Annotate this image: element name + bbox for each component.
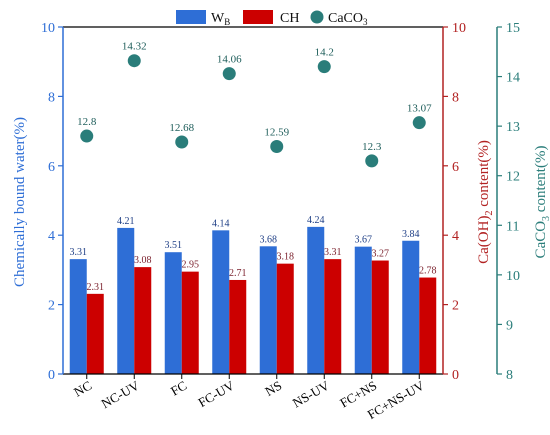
y-axis-right1-title-pre: Ca(OH)	[476, 216, 492, 264]
y-right2-tick-label-4: 12	[506, 170, 520, 185]
bar-ch-6	[371, 260, 389, 374]
label-ch-7: 2.78	[419, 266, 437, 277]
y-left-tick-label-1: 2	[48, 299, 55, 314]
point-caco3-1	[127, 54, 141, 68]
value-labels-layer: 3.31 2.31 12.8 4.21 3.08 14.32 3.51 2.95 12.68 4.…	[70, 41, 437, 293]
bar-wb-4	[259, 246, 277, 374]
label-caco3-0: 12.8	[77, 116, 97, 128]
y-right2-tick-label-3: 11	[506, 219, 519, 234]
y-right2-tick-label-6: 14	[506, 71, 520, 86]
label-ch-1: 3.08	[134, 255, 152, 266]
y-right1-tick-label-1: 2	[452, 299, 459, 314]
y-left-tick-label-5: 10	[41, 21, 55, 36]
label-caco3-6: 12.3	[362, 141, 382, 153]
legend-label-wb: WB	[211, 11, 230, 27]
x-tick-label-0: NC	[71, 378, 94, 400]
y-right2-tick-label-1: 9	[506, 318, 513, 333]
y-axis-right2-title-pre: CaCO	[533, 221, 549, 259]
legend-swatch-ch	[243, 10, 273, 24]
x-tick-label-5: NS-UV	[290, 377, 332, 410]
legend-swatch-wb	[176, 10, 206, 24]
legend-label-wb-sub: B	[224, 17, 230, 27]
y-axis-right2-title-post: content(%)	[533, 146, 549, 216]
y-right2-tick-label-7: 15	[506, 21, 520, 36]
label-ch-3: 2.71	[229, 268, 247, 279]
y-right2-tick-label-0: 8	[506, 368, 513, 383]
bar-ch-0	[86, 293, 104, 374]
y-right1-tick-label-0: 0	[452, 368, 459, 383]
label-wb-4: 3.68	[260, 234, 278, 245]
x-tick-label-2: FC	[168, 378, 189, 399]
y-axis-right2-title: CaCO3 content(%)	[533, 146, 550, 259]
legend-label-caco3: CaCO3	[328, 11, 368, 27]
y-left-tick-label-0: 0	[48, 368, 55, 383]
point-caco3-5	[317, 60, 331, 74]
y-right1-tick-label-2: 4	[452, 229, 459, 244]
x-tick-label-1: NC-UV	[99, 377, 143, 411]
y-left-tick-label-2: 4	[48, 229, 55, 244]
label-wb-7: 3.84	[402, 229, 420, 240]
y-right2-tick-label-2: 10	[506, 269, 520, 284]
bar-wb-0	[69, 259, 87, 374]
y-axis-right1-title-post: content(%)	[476, 140, 492, 210]
y-axis-right1-title: Ca(OH)2 content(%)	[476, 140, 495, 264]
bar-wb-5	[307, 226, 325, 374]
bar-ch-2	[181, 271, 199, 374]
y-axis-right1-title-sub: 2	[484, 211, 495, 216]
points-layer	[80, 54, 426, 168]
x-tick-label-3: FC-UV	[195, 377, 237, 410]
legend-label-caco3-main: CaCO	[328, 11, 363, 26]
legend-label-ch: CH	[280, 11, 299, 26]
point-caco3-4	[270, 139, 284, 153]
label-ch-5: 3.31	[324, 247, 342, 258]
label-caco3-7: 13.07	[407, 103, 432, 115]
bar-wb-3	[212, 230, 230, 374]
y-right1-tick-label-4: 8	[452, 90, 459, 105]
label-wb-3: 4.14	[212, 218, 230, 229]
label-wb-0: 3.31	[70, 247, 88, 258]
label-wb-6: 3.67	[355, 235, 373, 246]
bar-ch-7	[419, 277, 437, 374]
point-caco3-2	[175, 135, 189, 149]
label-wb-1: 4.21	[117, 216, 135, 227]
legend: WB CH CaCO3	[176, 10, 368, 27]
point-caco3-0	[80, 129, 94, 143]
y-right2-tick-label-5: 13	[506, 120, 520, 135]
y-left-tick-label-3: 6	[48, 160, 55, 175]
label-caco3-5: 14.2	[315, 47, 334, 59]
bar-wb-2	[164, 252, 182, 374]
label-wb-5: 4.24	[307, 215, 325, 226]
bar-ch-1	[134, 267, 152, 374]
label-caco3-3: 14.06	[217, 54, 242, 66]
y-axis-left-title: Chemically bound water(%)	[12, 117, 28, 287]
label-caco3-1: 14.32	[122, 41, 147, 53]
point-caco3-7	[412, 116, 426, 130]
y-left-tick-label-4: 8	[48, 90, 55, 105]
label-wb-2: 3.51	[165, 240, 183, 251]
legend-label-caco3-sub: 3	[363, 17, 368, 27]
label-ch-2: 2.95	[182, 260, 200, 271]
y-right1-tick-label-3: 6	[452, 160, 459, 175]
label-ch-0: 2.31	[87, 282, 105, 293]
point-caco3-6	[365, 154, 379, 168]
label-ch-4: 3.18	[277, 252, 295, 263]
bar-wb-1	[117, 227, 135, 374]
legend-marker-caco3	[310, 10, 324, 24]
x-tick-label-4: NS	[262, 378, 284, 399]
label-ch-6: 3.27	[372, 249, 390, 260]
label-caco3-4: 12.59	[264, 126, 289, 138]
y-right1-tick-label-5: 10	[452, 21, 466, 36]
bar-ch-5	[324, 259, 342, 374]
bar-ch-4	[276, 263, 294, 374]
bar-ch-3	[229, 279, 247, 374]
legend-label-wb-main: W	[211, 11, 225, 26]
label-caco3-2: 12.68	[169, 122, 194, 134]
y-axis-right2-title-sub: 3	[541, 216, 550, 221]
point-caco3-3	[222, 67, 236, 81]
bar-wb-7	[402, 240, 420, 374]
bar-wb-6	[354, 246, 372, 374]
bars-layer	[69, 226, 437, 374]
